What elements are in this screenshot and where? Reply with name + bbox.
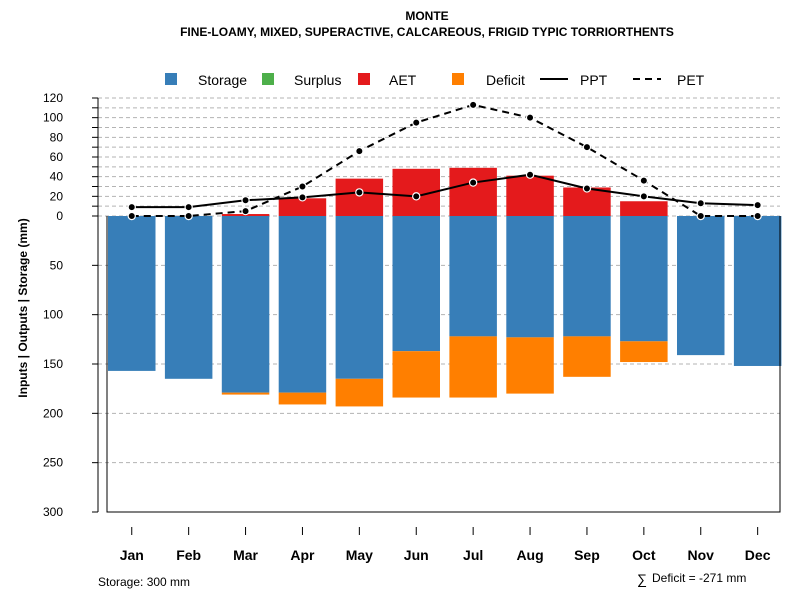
deficit-bar xyxy=(221,392,270,395)
x-tick-label: Jul xyxy=(463,547,483,563)
x-tick-label: Aug xyxy=(516,547,543,563)
pet-point xyxy=(753,211,762,221)
pet-point xyxy=(525,113,535,122)
y-axis-label: Inputs | Outputs | Storage (mm) xyxy=(16,218,30,397)
deficit-bar xyxy=(506,337,554,394)
legend: Storage Surplus AET Deficit PPT PET xyxy=(165,72,705,88)
y-tick-label: 200 xyxy=(43,406,63,420)
y-tick-label: 20 xyxy=(50,189,64,203)
storage-bar xyxy=(449,216,497,337)
storage-bar xyxy=(620,216,668,342)
ppt-point xyxy=(525,170,535,179)
sigma-symbol: ∑ xyxy=(637,571,647,587)
storage-bar xyxy=(278,216,327,393)
ppt-point xyxy=(696,199,705,208)
y-tick-label: 60 xyxy=(50,150,64,164)
storage-bar xyxy=(335,216,384,379)
bars xyxy=(108,167,782,407)
ppt-point xyxy=(184,202,193,212)
deficit-bar xyxy=(449,336,497,398)
deficit-bar xyxy=(278,392,327,405)
deficit-bar xyxy=(335,378,384,407)
y-tick-label: 120 xyxy=(43,91,63,105)
x-tick-label: May xyxy=(346,547,373,563)
plot-frame xyxy=(106,216,781,513)
legend-label-pet: PET xyxy=(677,72,705,88)
deficit-bar xyxy=(620,341,668,363)
y-tick-label: 300 xyxy=(43,505,63,519)
chart-title: MONTE xyxy=(405,9,448,23)
y-tick-label: 80 xyxy=(50,130,64,144)
legend-swatch-storage xyxy=(165,73,177,85)
deficit-bar xyxy=(563,336,611,377)
y-tick-label: 40 xyxy=(50,170,64,184)
legend-label-ppt: PPT xyxy=(580,72,608,88)
x-tick-label: Apr xyxy=(290,547,315,563)
aet-bar xyxy=(449,167,497,216)
pet-point xyxy=(127,211,136,221)
pet-point xyxy=(468,100,478,110)
aet-bar xyxy=(506,175,554,216)
storage-bar xyxy=(733,216,782,366)
ppt-point xyxy=(355,188,364,197)
pet-point xyxy=(241,206,250,216)
deficit-bar xyxy=(392,351,440,398)
deficit-footer: Deficit = -271 mm xyxy=(652,571,746,585)
y-tick-label: 50 xyxy=(50,258,64,272)
ppt-point xyxy=(639,192,649,201)
legend-label-surplus: Surplus xyxy=(294,72,341,88)
x-tick-label: Oct xyxy=(632,547,656,563)
pet-point xyxy=(639,176,649,185)
legend-label-deficit: Deficit xyxy=(486,72,525,88)
legend-swatch-surplus xyxy=(262,73,274,85)
pet-point xyxy=(412,118,421,127)
x-tick-label: Mar xyxy=(233,547,258,563)
legend-label-storage: Storage xyxy=(198,72,247,88)
y-tick-label: 0 xyxy=(56,209,63,223)
aet-bar xyxy=(278,198,327,216)
x-tick-label: Jun xyxy=(404,547,429,563)
ppt-point xyxy=(298,193,307,202)
pet-point xyxy=(355,146,364,156)
y-tick-label: 250 xyxy=(43,456,63,470)
y-tick-label: 150 xyxy=(43,357,63,371)
ppt-point xyxy=(241,196,250,205)
x-tick-label: Feb xyxy=(176,547,201,563)
aet-bar xyxy=(620,201,668,216)
axes: 0 20 40 60 80 100 120 50 100 150 200 250 300 Jan Feb Ma… xyxy=(43,91,781,563)
aet-bar xyxy=(335,178,384,216)
legend-swatch-aet xyxy=(358,73,370,85)
storage-bar xyxy=(164,216,213,379)
ppt-point xyxy=(412,192,421,201)
ppt-point xyxy=(753,200,762,210)
legend-label-aet: AET xyxy=(389,72,417,88)
storage-bar xyxy=(392,216,440,352)
legend-swatch-deficit xyxy=(452,73,464,85)
x-tick-label: Sep xyxy=(574,547,600,563)
x-tick-label: Nov xyxy=(688,547,715,563)
ppt-point xyxy=(582,184,592,193)
storage-bar xyxy=(563,216,611,337)
pet-point xyxy=(298,182,307,191)
pet-point xyxy=(184,211,193,221)
storage-bar xyxy=(108,216,156,371)
series-lines xyxy=(127,100,762,221)
ppt-point xyxy=(127,202,136,212)
x-tick-label: Jan xyxy=(120,547,144,563)
ppt-line xyxy=(131,173,758,209)
storage-bar xyxy=(506,216,554,338)
chart-subtitle: FINE-LOAMY, MIXED, SUPERACTIVE, CALCAREO… xyxy=(180,25,674,39)
storage-bar xyxy=(221,216,270,393)
storage-footer: Storage: 300 mm xyxy=(98,575,190,589)
ppt-point xyxy=(468,178,478,187)
storage-bar xyxy=(677,216,725,356)
pet-line xyxy=(131,103,758,217)
y-tick-label: 100 xyxy=(43,111,63,125)
y-tick-label: 100 xyxy=(43,308,63,322)
x-tick-label: Dec xyxy=(745,547,771,563)
pet-point xyxy=(582,142,592,152)
pet-point xyxy=(696,211,705,221)
